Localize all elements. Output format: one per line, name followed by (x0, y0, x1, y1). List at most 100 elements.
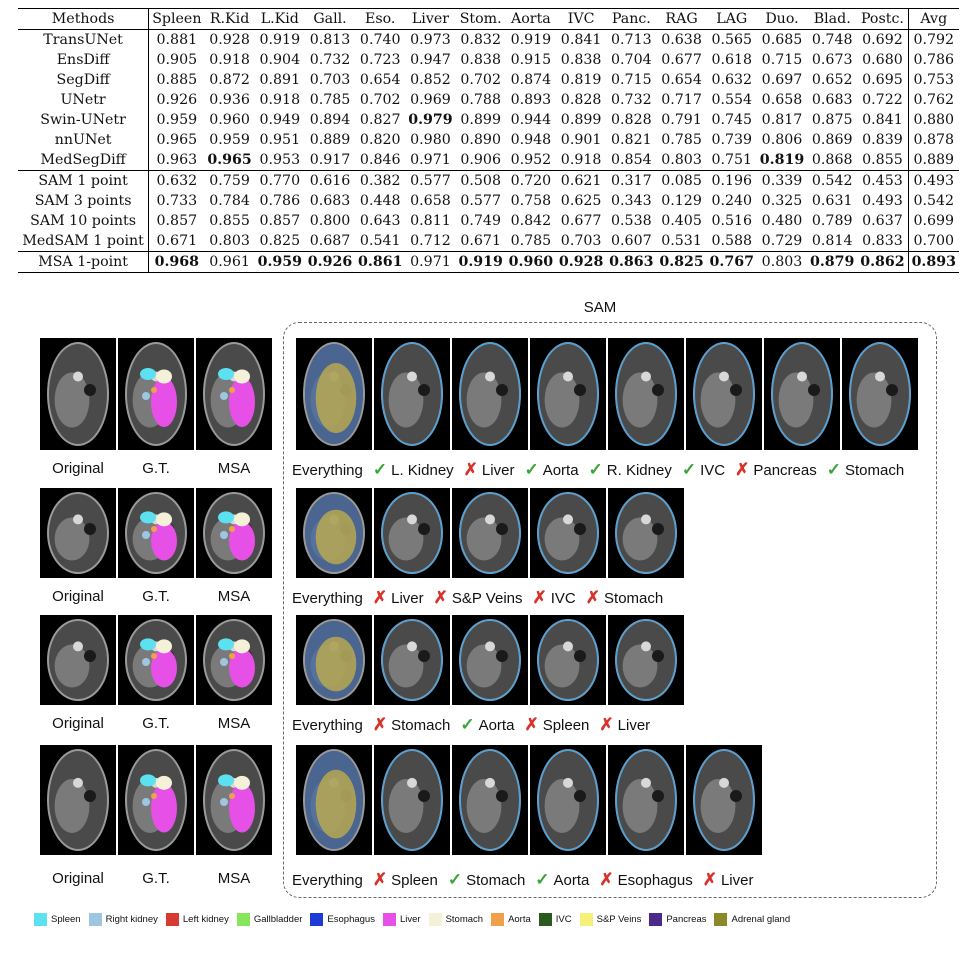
sam-caption: ✗ Liver (373, 588, 424, 607)
method-name: MedSAM 1 point (18, 231, 150, 252)
score-cell: 0.880 (907, 110, 959, 130)
cross-icon: ✗ (702, 870, 717, 889)
sam-caption: ✓ R. Kidney (588, 460, 672, 479)
sam-result-image (374, 615, 450, 705)
score-cell: 0.733 (156, 193, 198, 209)
score-cell: 0.751 (711, 152, 753, 168)
score-cell: 0.889 (309, 132, 351, 148)
score-cell: 0.820 (359, 132, 401, 148)
score-cell: 0.673 (811, 52, 853, 68)
score-cell: 0.632 (711, 72, 753, 88)
score-cell: 0.588 (711, 233, 753, 249)
score-cell: 0.872 (209, 72, 250, 88)
score-cell: 0.382 (359, 173, 401, 189)
method-name: EnsDiff (18, 50, 150, 70)
table-row: UNetr 0.926 0.936 0.918 0.785 0.702 0.969 0.788… (18, 90, 959, 110)
sam-caption-label: IVC (550, 590, 576, 607)
score-cell: 0.702 (460, 72, 501, 88)
legend-label: Esophagus (327, 913, 375, 925)
sam-result-image (296, 615, 372, 705)
score-cell: 0.531 (661, 233, 702, 249)
table-row: nnUNet 0.965 0.959 0.951 0.889 0.820 0.980 0.89… (18, 130, 959, 150)
score-cell: 0.692 (862, 32, 903, 48)
score-cell: 0.979 (408, 112, 453, 128)
score-cell: 0.825 (659, 254, 704, 270)
score-cell: 0.893 (510, 92, 552, 108)
score-cell: 0.821 (611, 132, 652, 148)
score-cell: 0.894 (309, 112, 351, 128)
check-icon: ✓ (681, 460, 697, 479)
score-cell: 0.926 (307, 254, 353, 270)
sam-result-image (608, 338, 684, 450)
legend-label: Spleen (51, 913, 81, 925)
score-cell: 0.625 (560, 193, 602, 209)
original-image (40, 338, 116, 450)
sam-result-image (452, 338, 528, 450)
legend-label: Pancreas (666, 913, 707, 925)
score-cell: 0.748 (811, 32, 853, 48)
score-cell: 0.722 (862, 92, 903, 108)
table-row: SAM 10 points 0.857 0.855 0.857 0.800 0.643 0.… (18, 211, 959, 231)
score-cell: 0.919 (510, 32, 552, 48)
score-cell: 0.841 (560, 32, 602, 48)
legend-swatch (428, 912, 442, 926)
sam-caption: ✗ Liver (464, 460, 515, 479)
score-cell: 0.891 (259, 72, 301, 88)
sam-result-image (296, 488, 372, 578)
legend-swatch (579, 912, 593, 926)
score-cell: 0.759 (209, 173, 250, 189)
table-row: SAM 1 point 0.632 0.759 0.770 0.616 0.382 0.57… (18, 170, 959, 191)
score-cell: 0.493 (862, 193, 903, 209)
sam-result-image (608, 615, 684, 705)
cross-icon: ✗ (372, 870, 388, 889)
legend-label: Right kidney (105, 913, 158, 925)
sam-caption: ✗ Stomach (586, 588, 663, 607)
score-cell: 0.702 (359, 92, 401, 108)
score-cell: 0.875 (811, 112, 853, 128)
sam-caption: ✗ Stomach (373, 715, 450, 734)
score-cell: 0.786 (259, 193, 301, 209)
cross-icon: ✗ (524, 715, 539, 734)
method-name: SegDiff (18, 70, 150, 90)
legend-item: Esophagus (310, 912, 375, 926)
legend: Spleen Right kidney Left kidney Gallbladder… (34, 910, 798, 928)
sam-result-image (686, 338, 762, 450)
ground-truth-image (118, 488, 194, 578)
score-cell: 0.616 (309, 173, 351, 189)
score-cell: 0.960 (508, 254, 554, 270)
sam-caption-label: Liver (481, 462, 515, 479)
check-icon: ✓ (460, 715, 475, 734)
score-cell: 0.971 (410, 254, 451, 270)
cross-icon: ✗ (599, 715, 614, 734)
score-cell: 0.732 (309, 52, 351, 68)
score-cell: 0.959 (209, 132, 250, 148)
sam-result-image (842, 338, 918, 450)
check-icon: ✓ (447, 870, 463, 889)
score-cell: 0.806 (761, 132, 803, 148)
score-cell: 0.947 (410, 52, 451, 68)
sam-caption-label: Spleen (542, 717, 590, 734)
legend-swatch (714, 912, 728, 926)
score-cell: 0.753 (907, 70, 959, 90)
sam-caption: ✓ IVC (681, 460, 726, 479)
sam-caption-label: Aorta (542, 462, 579, 479)
sam-caption-label: IVC (700, 462, 726, 479)
score-cell: 0.732 (611, 92, 652, 108)
score-cell: 0.697 (761, 72, 803, 88)
score-cell: 0.085 (661, 173, 702, 189)
caption-gt: G.T. (142, 870, 170, 887)
check-icon: ✓ (588, 460, 603, 479)
sam-caption-row: Everything ✗ Spleen ✓ Stomach ✓ Aorta ✗ Esophagu… (292, 870, 763, 890)
sam-caption: ✗ Pancreas (735, 460, 817, 479)
score-cell: 0.803 (661, 152, 702, 168)
score-cell: 0.542 (907, 191, 959, 211)
sam-caption-label: Liver (617, 717, 651, 734)
score-cell: 0.879 (809, 254, 855, 270)
cross-icon: ✗ (532, 588, 547, 607)
score-cell: 0.928 (209, 32, 250, 48)
score-cell: 0.680 (862, 52, 903, 68)
score-cell: 0.703 (560, 233, 602, 249)
caption-msa: MSA (217, 460, 251, 477)
score-cell: 0.857 (259, 213, 301, 229)
legend-item: Left kidney (165, 912, 229, 926)
